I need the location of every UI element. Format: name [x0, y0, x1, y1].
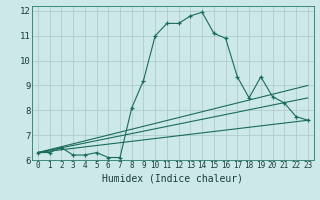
X-axis label: Humidex (Indice chaleur): Humidex (Indice chaleur): [102, 173, 243, 183]
